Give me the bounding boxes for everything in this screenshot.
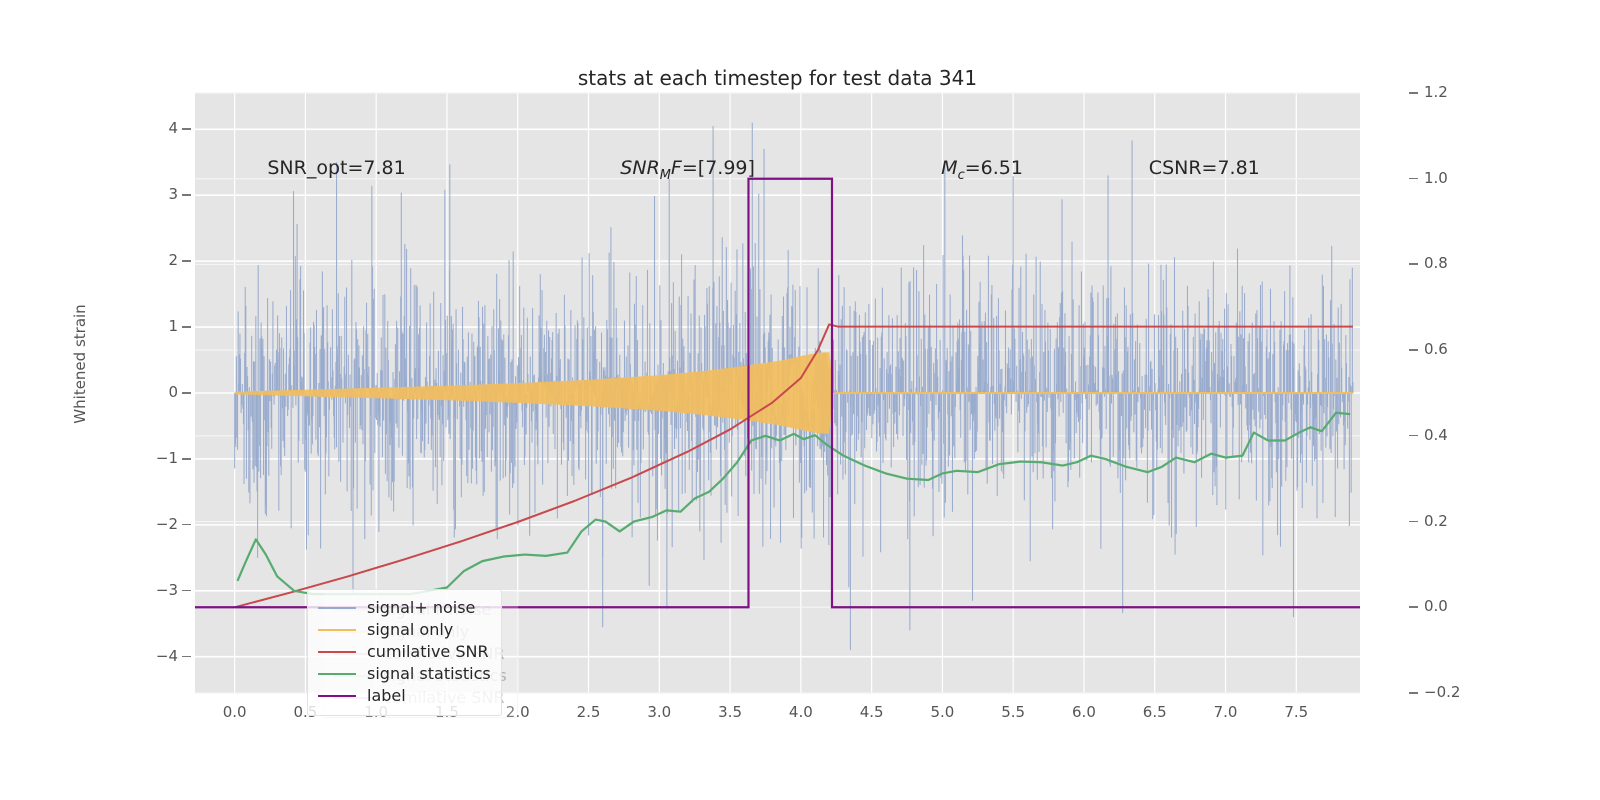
x-tick: 2.5 [576, 703, 601, 721]
y-tick-left: 1 [168, 317, 178, 336]
annotation-csnr: CSNR=7.81 [1148, 157, 1260, 179]
y-tick-mark-left [182, 128, 191, 130]
legend-item[interactable]: signal+ noise [318, 597, 491, 619]
y-tick-left: 3 [168, 185, 178, 204]
y-tick-left: 4 [168, 119, 178, 138]
y-tick-mark-left [182, 392, 191, 394]
y-tick-mark-right [1409, 92, 1418, 94]
y-tick-mark-left [182, 194, 191, 196]
y-tick-mark-right [1409, 520, 1418, 523]
y-tick-right: 0.0 [1424, 597, 1448, 616]
legend-swatch [318, 695, 356, 697]
legend-label: signal only [367, 620, 454, 639]
x-tick: 6.0 [1072, 703, 1096, 721]
y-tick-mark-left [182, 260, 191, 262]
y-tick-right: 1.2 [1424, 83, 1448, 101]
annotation-chirp-mass: Mc=6.51 [941, 157, 1023, 183]
legend-item[interactable]: label [318, 685, 491, 707]
x-tick: 7.5 [1284, 703, 1309, 721]
legend-swatch [318, 607, 356, 609]
y-tick-right: 0.4 [1424, 425, 1448, 444]
y-tick-left: −3 [155, 580, 178, 599]
legend-item[interactable]: cumilative SNR [318, 641, 491, 663]
x-tick: 5.5 [1001, 703, 1026, 721]
cumulative-snr-series [234, 323, 1353, 609]
legend-swatch [318, 629, 356, 631]
x-tick: 7.0 [1213, 703, 1238, 721]
y-tick-left: −2 [155, 514, 178, 533]
legend-swatch [318, 651, 356, 653]
x-tick: 4.5 [859, 703, 884, 721]
y-tick-mark-right [1409, 606, 1418, 608]
y-tick-right: 0.6 [1424, 340, 1448, 359]
y-tick-mark-right [1409, 434, 1418, 437]
y-tick-right: 1.0 [1424, 168, 1448, 187]
y-tick-mark-left [182, 655, 191, 658]
y-tick-left: 2 [168, 251, 178, 270]
legend-label: cumilative SNR [367, 642, 489, 661]
y-tick-mark-right [1409, 349, 1418, 351]
signal-statistics-series [236, 411, 1351, 596]
y-tick-mark-left [182, 523, 191, 526]
y-tick-left: −4 [155, 646, 178, 665]
y-tick-right: 0.2 [1424, 511, 1448, 530]
label-series [195, 177, 1360, 609]
x-tick: 4.0 [788, 703, 813, 721]
chart-title: stats at each timestep for test data 341 [577, 66, 978, 90]
y-tick-mark-left [182, 326, 191, 328]
y-tick-left: 0 [168, 383, 178, 401]
x-tick: 6.5 [1142, 703, 1167, 721]
annotation-snr-mf: SNRMF=[7.99] [620, 157, 755, 183]
legend[interactable]: signal+ noise signal only cumilative SNR si… [307, 589, 502, 716]
x-tick: 0.0 [222, 703, 247, 721]
legend-item[interactable]: signal only [318, 619, 491, 641]
legend-label: label [367, 686, 406, 705]
y-tick-mark-left [182, 457, 191, 460]
y-tick-mark-right [1409, 692, 1418, 694]
legend-label: signal+ noise [367, 598, 476, 617]
x-tick: 3.0 [647, 703, 672, 721]
y-tick-right: 0.8 [1424, 254, 1448, 273]
annotation-snr-opt: SNR_opt=7.81 [267, 157, 406, 179]
x-tick: 5.0 [930, 703, 955, 721]
y-tick-mark-left [182, 589, 191, 592]
y-tick-left: −1 [155, 448, 178, 467]
legend-swatch [318, 673, 356, 675]
legend-item[interactable]: signal statistics [318, 663, 491, 685]
signal-only-series [234, 352, 1353, 434]
x-tick: 3.5 [718, 703, 742, 721]
y-tick-mark-right [1409, 177, 1418, 180]
y-tick-right: −0.2 [1424, 683, 1461, 701]
legend-label: signal statistics [367, 664, 491, 683]
x-tick: 2.0 [505, 703, 530, 721]
y-tick-mark-right [1409, 263, 1418, 266]
